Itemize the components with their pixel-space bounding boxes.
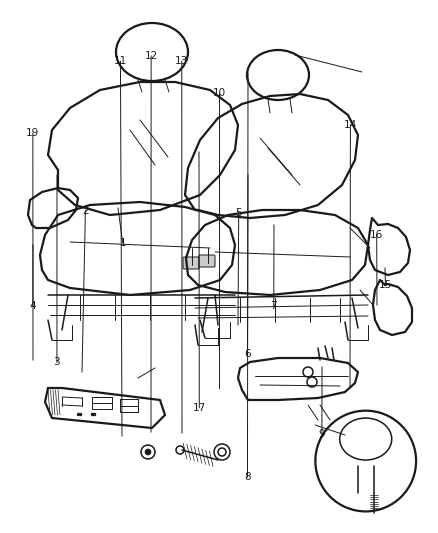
Text: 2: 2 [82, 206, 89, 215]
Text: 19: 19 [26, 128, 39, 138]
Text: 5: 5 [235, 208, 242, 218]
Text: 16: 16 [370, 230, 383, 239]
Text: 6: 6 [244, 350, 251, 359]
Text: 10: 10 [212, 88, 226, 98]
Text: 1: 1 [119, 238, 126, 247]
Text: 8: 8 [244, 472, 251, 482]
Text: 11: 11 [114, 56, 127, 66]
Text: 12: 12 [145, 51, 158, 61]
Text: 15: 15 [379, 280, 392, 290]
Text: 3: 3 [53, 358, 60, 367]
FancyBboxPatch shape [183, 257, 199, 269]
Text: 7: 7 [270, 302, 277, 311]
Text: 17: 17 [193, 403, 206, 413]
Circle shape [145, 449, 151, 455]
Text: 4: 4 [29, 302, 36, 311]
FancyBboxPatch shape [199, 255, 215, 267]
Text: 14: 14 [344, 120, 357, 130]
Text: 9: 9 [318, 430, 325, 439]
Text: 13: 13 [175, 56, 188, 66]
